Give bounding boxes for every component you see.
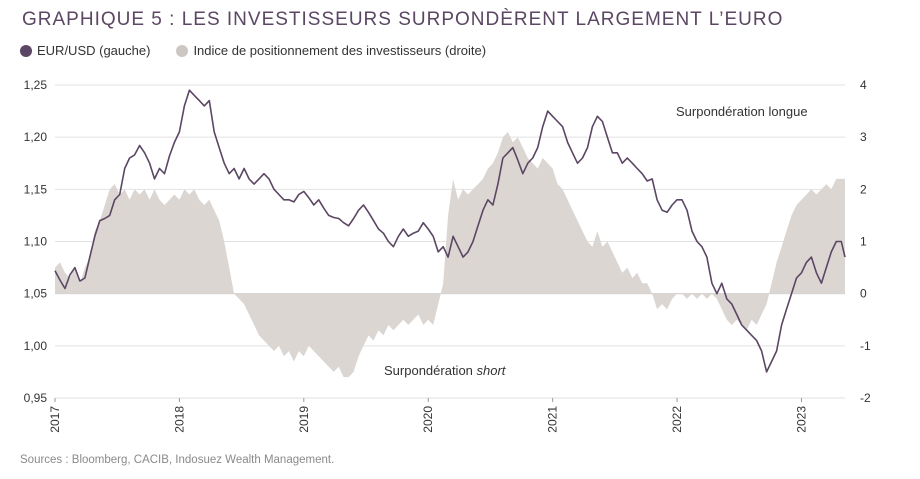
x-tick-label: 2020 bbox=[421, 406, 435, 433]
y-left-tick-label: 1,05 bbox=[24, 287, 48, 301]
y-right-tick-label: 4 bbox=[860, 78, 867, 92]
axes: 1,25 4 1,20 3 1,15 2 1,10 1 1,05 0 1,00 -1 0,95 -2 201… bbox=[24, 78, 871, 433]
y-right-tick-label: -1 bbox=[860, 339, 871, 353]
y-right-tick-label: 0 bbox=[860, 287, 867, 301]
legend-item-eurusd: EUR/USD (gauche) bbox=[20, 43, 150, 58]
y-right-tick-label: 3 bbox=[860, 130, 867, 144]
y-right-tick-label: 1 bbox=[860, 235, 867, 249]
legend-label-eurusd: EUR/USD (gauche) bbox=[37, 43, 151, 58]
x-tick-label: 2019 bbox=[297, 406, 311, 433]
legend: EUR/USD (gauche) Indice de positionnemen… bbox=[20, 43, 512, 58]
eurusd-line bbox=[54, 89, 846, 373]
y-left-tick-label: 1,10 bbox=[24, 235, 48, 249]
eurusd-line-layer bbox=[54, 89, 846, 373]
legend-item-positioning: Indice de positionnement des investisseu… bbox=[176, 43, 486, 58]
source-note: Sources : Bloomberg, CACIB, Indosuez Wea… bbox=[20, 454, 335, 466]
annotation-short-prefix: Surpondération bbox=[384, 363, 477, 378]
y-left-tick-label: 1,15 bbox=[24, 182, 48, 196]
x-tick-label: 2018 bbox=[172, 406, 186, 433]
legend-label-positioning: Indice de positionnement des investisseu… bbox=[193, 43, 487, 58]
y-left-tick-label: 0,95 bbox=[24, 391, 48, 405]
x-tick-label: 2022 bbox=[670, 406, 684, 433]
chart-title: GRAPHIQUE 5 : LES INVESTISSEURS SURPONDÈ… bbox=[22, 9, 784, 30]
legend-swatch-area bbox=[176, 44, 189, 57]
annotation-short: Surpondération short bbox=[384, 363, 507, 378]
y-left-tick-label: 1,20 bbox=[24, 130, 48, 144]
annotation-short-italic: short bbox=[477, 363, 507, 378]
y-right-tick-label: -2 bbox=[860, 391, 871, 405]
y-left-tick-label: 1,25 bbox=[24, 78, 48, 92]
x-tick-label: 2023 bbox=[794, 406, 808, 433]
legend-swatch-line bbox=[20, 44, 32, 57]
x-tick-label: 2017 bbox=[48, 406, 62, 433]
y-right-tick-label: 2 bbox=[860, 182, 867, 196]
positioning-area-layer bbox=[55, 131, 845, 378]
positioning-area bbox=[55, 131, 845, 378]
y-left-tick-label: 1,00 bbox=[24, 339, 48, 353]
x-tick-label: 2021 bbox=[546, 406, 560, 433]
annotation-long: Surpondération longue bbox=[676, 104, 808, 119]
